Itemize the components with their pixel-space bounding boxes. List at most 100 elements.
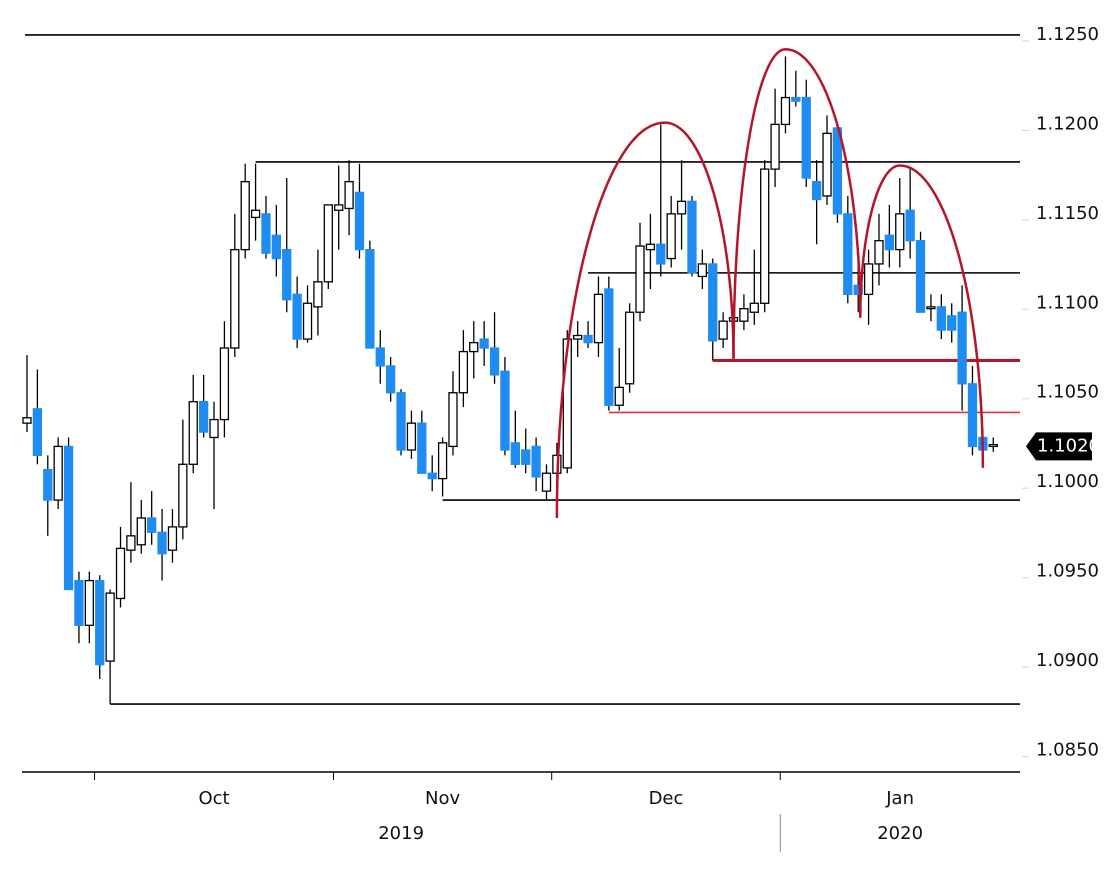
candle-body <box>354 191 365 251</box>
candle-body <box>458 350 469 394</box>
candle-body <box>32 408 43 457</box>
candle-body <box>302 302 313 340</box>
candle-body <box>167 526 178 551</box>
candle-body <box>417 422 427 474</box>
candle-body <box>365 248 375 349</box>
candle-body <box>905 209 915 242</box>
candle-body <box>95 579 105 666</box>
candle-body <box>791 96 801 102</box>
y-tick-label: 1.1250 <box>1036 24 1099 45</box>
candle-body <box>843 213 853 295</box>
y-tick-label: 1.1100 <box>1036 292 1099 313</box>
candle-body <box>811 180 822 201</box>
candle-body <box>510 442 520 465</box>
year-label: 2020 <box>877 823 923 844</box>
y-tick-label: 1.1150 <box>1036 203 1099 224</box>
candle-body <box>219 347 230 421</box>
candle-body <box>323 204 333 283</box>
pattern-arc <box>859 164 985 468</box>
candle-body <box>147 517 157 533</box>
candle-body <box>489 347 500 376</box>
last-price-tag <box>1026 432 1092 461</box>
candle-body <box>832 127 843 215</box>
candle-body <box>583 334 593 344</box>
candle-body <box>427 472 437 480</box>
candle-body <box>313 281 323 308</box>
candle-body <box>822 132 832 197</box>
candle-body <box>126 535 136 551</box>
candle-body <box>645 243 656 251</box>
candle-body <box>770 123 780 170</box>
candle-body <box>282 248 292 301</box>
candle-body <box>967 383 978 448</box>
candle-body <box>562 338 572 469</box>
candle-body <box>292 293 302 340</box>
candle-body <box>188 401 198 465</box>
candle-body <box>22 417 32 424</box>
candle-body <box>43 469 53 501</box>
candle-body <box>198 401 209 433</box>
candle-body <box>760 168 770 304</box>
candle-body <box>375 347 385 367</box>
candle-body <box>635 245 645 313</box>
candle-body <box>396 392 406 451</box>
candle-body <box>448 392 458 448</box>
year-label: 2019 <box>378 823 424 844</box>
candle-body <box>936 306 946 331</box>
candle-body <box>666 213 676 260</box>
candle-body <box>947 315 957 331</box>
candle-body <box>604 288 614 406</box>
candle-body <box>500 370 510 451</box>
candle-body <box>521 449 531 465</box>
candle-body <box>988 443 998 448</box>
candle-body <box>895 213 905 251</box>
candle-body <box>573 334 583 340</box>
candle-body <box>863 263 874 295</box>
candle-body <box>593 293 604 344</box>
candle-body <box>874 240 884 265</box>
y-tick-label: 1.0900 <box>1036 650 1099 671</box>
candle-body <box>115 547 126 600</box>
candle-body <box>230 248 240 349</box>
last-price-label: 1.1020 <box>1037 435 1100 456</box>
candle-body <box>884 234 895 251</box>
y-tick-label: 1.1200 <box>1036 113 1099 134</box>
candle-body <box>926 306 936 310</box>
candle-body <box>261 213 271 254</box>
candle-body <box>853 284 863 295</box>
x-tick-label: Nov <box>425 788 460 809</box>
candle-body <box>334 204 344 211</box>
candle-body <box>53 445 63 501</box>
candle-body <box>614 386 624 406</box>
candle-body <box>697 263 707 278</box>
candle-body <box>708 263 718 342</box>
candle-body <box>780 96 791 126</box>
candle-body <box>209 418 219 439</box>
y-tick-label: 1.1050 <box>1036 382 1099 403</box>
pattern-arc <box>732 48 862 359</box>
candle-body <box>801 96 811 179</box>
candle-body <box>479 338 489 349</box>
candle-body <box>676 200 687 215</box>
candle-body <box>957 311 967 385</box>
candle-body <box>105 592 115 662</box>
candle-body <box>624 311 635 385</box>
candle-body <box>250 209 261 219</box>
candle-body <box>385 365 396 394</box>
candle-body <box>84 579 94 626</box>
candle-body <box>437 442 448 480</box>
y-tick-label: 1.0850 <box>1036 740 1099 761</box>
candle-body <box>271 234 282 260</box>
candle-body <box>406 422 417 451</box>
candle-body <box>157 531 167 555</box>
candle-body <box>136 517 146 546</box>
candle-body <box>739 308 749 322</box>
candle-body <box>178 463 188 528</box>
candle-body <box>74 579 84 626</box>
y-tick-label: 1.0950 <box>1036 561 1099 582</box>
candle-body <box>344 180 354 210</box>
candle-body <box>718 320 728 340</box>
y-tick-label: 1.1000 <box>1036 471 1099 492</box>
